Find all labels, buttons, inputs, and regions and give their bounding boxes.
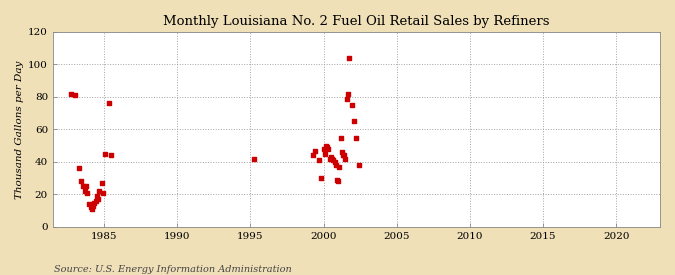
Point (94, 189, 105, 193)
Point (340, 156, 351, 161)
Point (338, 153, 348, 158)
Point (336, 150, 347, 154)
Point (342, 96, 352, 101)
Point (73, 166, 84, 170)
Point (310, 148, 321, 153)
Y-axis label: Thousand Gallons per Day: Thousand Gallons per Day (15, 60, 24, 199)
Point (106, 153, 117, 158)
Point (84, 202, 95, 206)
Point (70, 93, 80, 98)
Point (86, 207, 97, 211)
Point (78, 184, 88, 188)
Point (323, 147, 333, 151)
Point (97, 191, 108, 195)
Point (325, 155, 336, 159)
Point (88, 204, 99, 208)
Point (330, 163, 341, 167)
Point (346, 103, 357, 107)
Point (82, 191, 92, 195)
Point (328, 158, 339, 163)
Point (103, 101, 114, 106)
Point (97, 181, 107, 185)
Point (324, 156, 335, 161)
Point (65, 92, 76, 96)
Point (79, 189, 90, 193)
Point (100, 152, 111, 156)
Point (351, 135, 362, 140)
Point (92, 197, 103, 202)
Point (354, 163, 364, 167)
Point (322, 145, 333, 150)
Point (335, 135, 346, 140)
Point (334, 164, 345, 169)
Point (85, 205, 96, 210)
Point (307, 153, 318, 158)
Point (333, 179, 344, 184)
Point (329, 160, 340, 164)
Point (316, 176, 327, 180)
Point (90, 199, 101, 203)
Point (339, 153, 350, 158)
Point (89, 200, 100, 205)
Point (76, 179, 86, 184)
Point (321, 144, 331, 148)
Point (248, 156, 259, 161)
Point (318, 147, 329, 151)
Point (348, 119, 359, 123)
Point (331, 178, 342, 182)
Point (344, 56, 354, 60)
Text: Source: U.S. Energy Information Administration: Source: U.S. Energy Information Administ… (54, 265, 292, 274)
Point (91, 194, 102, 198)
Point (80, 184, 91, 188)
Point (319, 152, 330, 156)
Point (343, 92, 354, 96)
Title: Monthly Louisiana No. 2 Fuel Oil Retail Sales by Refiners: Monthly Louisiana No. 2 Fuel Oil Retail … (163, 15, 549, 28)
Point (313, 158, 324, 163)
Point (327, 156, 338, 161)
